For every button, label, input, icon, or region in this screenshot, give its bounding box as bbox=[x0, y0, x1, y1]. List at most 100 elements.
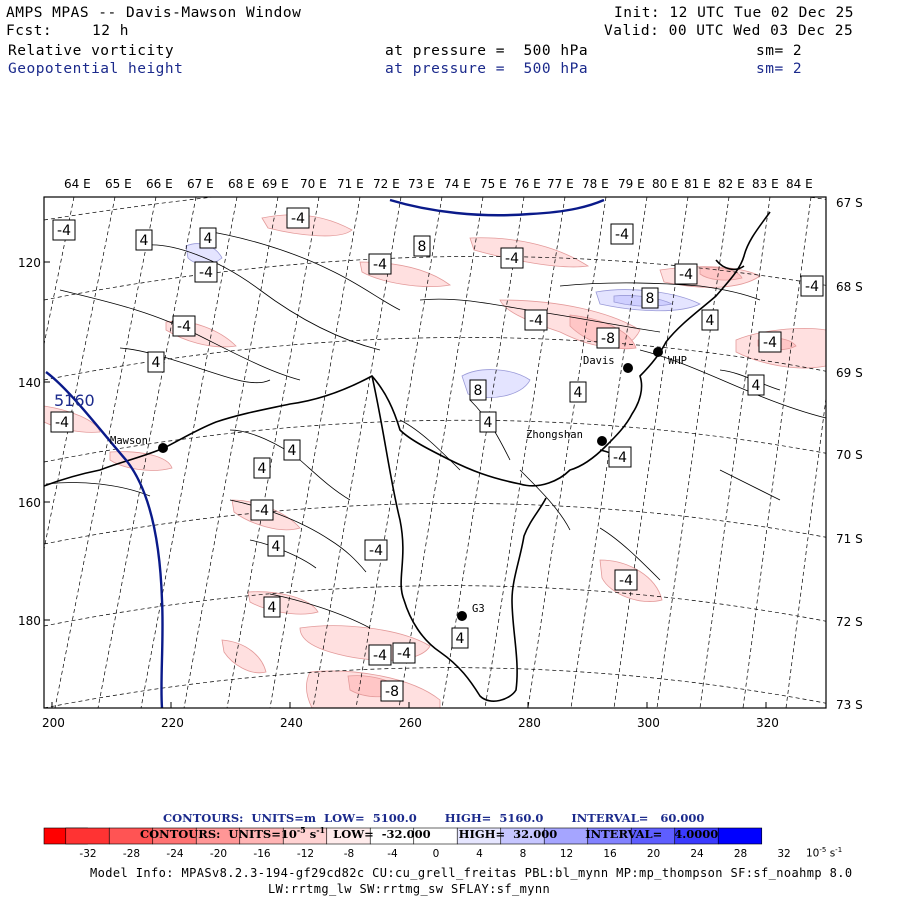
vorticity-label-text: -4 bbox=[763, 335, 777, 351]
colorbar-tick-label: -12 bbox=[297, 848, 314, 860]
vorticity-label: -4 bbox=[610, 223, 634, 245]
field-2-pressure: at pressure = 500 hPa bbox=[385, 61, 589, 77]
longitude-label: 73 E bbox=[408, 177, 435, 191]
y-grid-label: 140 bbox=[18, 376, 41, 390]
longitude-label: 74 E bbox=[444, 177, 471, 191]
height-contour-label: 5160 bbox=[54, 391, 95, 410]
vorticity-contour-info: CONTOURS: UNITS=10-5 s-1 LOW= -32.000 HI… bbox=[132, 811, 718, 841]
vorticity-label-text: -4 bbox=[255, 503, 269, 519]
contour-low: LOW= 5100.0 bbox=[324, 811, 417, 825]
vorticity-label: -4 bbox=[364, 539, 388, 561]
contour-units-s-exponent: -1 bbox=[316, 825, 326, 835]
contour-high: HIGH= 32.000 bbox=[458, 826, 558, 841]
y-grid-label: 160 bbox=[18, 496, 41, 510]
vorticity-label: -4 bbox=[608, 446, 632, 468]
longitude-label: 78 E bbox=[582, 177, 609, 191]
vorticity-label: -4 bbox=[172, 315, 196, 337]
latitude-label: 73 S bbox=[836, 698, 863, 712]
colorbar-tick-label: 12 bbox=[560, 848, 573, 860]
vorticity-label: 8 bbox=[641, 287, 659, 309]
longitude-label: 81 E bbox=[684, 177, 711, 191]
vorticity-label: -4 bbox=[800, 275, 824, 297]
vorticity-label: -4 bbox=[194, 261, 218, 283]
vorticity-label-text: 4 bbox=[752, 378, 761, 394]
field-2-name: Geopotential height bbox=[8, 61, 184, 77]
longitude-label: 77 E bbox=[547, 177, 574, 191]
init-time: Init: 12 UTC Tue 02 Dec 25 bbox=[614, 5, 854, 21]
station-whp[interactable]: WHP bbox=[653, 347, 687, 367]
vorticity-label: -4 bbox=[392, 642, 416, 664]
positive-vorticity-shading bbox=[185, 243, 701, 398]
vorticity-label: 4 bbox=[283, 439, 301, 461]
x-grid-label: 200 bbox=[42, 716, 65, 730]
valid-time: Valid: 00 UTC Wed 03 Dec 25 bbox=[604, 23, 854, 39]
vorticity-label-text: 8 bbox=[646, 291, 655, 307]
station-mawson[interactable]: Mawson bbox=[110, 435, 168, 453]
colorbar-tick-label: 28 bbox=[734, 848, 747, 860]
vorticity-label-text: -4 bbox=[373, 257, 387, 273]
vorticity-label: 8 bbox=[413, 235, 431, 257]
x-grid-label: 260 bbox=[399, 716, 422, 730]
colorbar-unit-exponent: -5 bbox=[819, 846, 827, 854]
longitude-label: 84 E bbox=[786, 177, 813, 191]
vorticity-label: -4 bbox=[524, 309, 548, 331]
vorticity-contour-labels: -44 4-4-48-4-4-4-4 -4-4-448-84-44 484-444-4… bbox=[50, 207, 824, 702]
colorbar-unit: 10-5 s-1 bbox=[806, 846, 842, 860]
model-info-line-2: LW:rrtmg_lw SW:rrtmg_sw SFLAY:sf_mynn bbox=[268, 882, 551, 896]
station-label: G3 bbox=[472, 603, 485, 615]
x-grid-label: 240 bbox=[280, 716, 303, 730]
contour-high: HIGH= 5160.0 bbox=[444, 811, 544, 825]
vorticity-label-text: -4 bbox=[505, 251, 519, 267]
contour-units: CONTOURS: UNITS=m bbox=[163, 811, 317, 825]
vorticity-label-text: -4 bbox=[615, 227, 629, 243]
longitude-label: 76 E bbox=[514, 177, 541, 191]
vorticity-label: -4 bbox=[286, 207, 310, 229]
station-label: Zhongshan bbox=[526, 429, 583, 441]
vorticity-label-text: -4 bbox=[57, 223, 71, 239]
longitude-label: 80 E bbox=[652, 177, 679, 191]
plot-frame bbox=[43, 196, 827, 709]
x-grid-label: 320 bbox=[756, 716, 779, 730]
vorticity-label-text: -4 bbox=[805, 279, 819, 295]
vorticity-label: -4 bbox=[368, 644, 392, 666]
vorticity-label-text: 4 bbox=[152, 355, 161, 371]
latitude-label: 72 S bbox=[836, 615, 863, 629]
vorticity-label: 4 bbox=[135, 229, 153, 251]
station-g3[interactable]: G3 bbox=[457, 603, 485, 621]
colorbar: -32 -28 -24 -20 -16 -12 -8 -4 0 4 8 12 16 20 24 28 32 bbox=[43, 827, 791, 860]
longitude-label: 70 E bbox=[300, 177, 327, 191]
latitude-label: 67 S bbox=[836, 196, 863, 210]
station-davis[interactable]: Davis bbox=[583, 355, 633, 373]
colorbar-unit-s: s bbox=[826, 847, 836, 860]
x-grid-label: 280 bbox=[518, 716, 541, 730]
colorbar-tick-label: 32 bbox=[777, 848, 790, 860]
contour-units: CONTOURS: UNITS=10 bbox=[140, 826, 297, 841]
field-1-smoothing: sm= 2 bbox=[756, 43, 803, 59]
vorticity-label: -4 bbox=[674, 263, 698, 285]
vorticity-label-text: 4 bbox=[258, 461, 267, 477]
colorbar-tick-label: 20 bbox=[647, 848, 660, 860]
latitude-label: 71 S bbox=[836, 532, 863, 546]
field-1-name: Relative vorticity bbox=[8, 43, 175, 59]
axis-ticks bbox=[44, 261, 767, 708]
longitude-label: 67 E bbox=[187, 177, 214, 191]
colorbar-tick-label: 16 bbox=[603, 848, 617, 860]
longitude-label: 64 E bbox=[64, 177, 91, 191]
colorbar-tick-label: 4 bbox=[476, 848, 483, 860]
forecast-hour: 12 h bbox=[92, 23, 129, 39]
vorticity-label-text: -8 bbox=[385, 684, 399, 700]
map-title: AMPS MPAS -- Davis-Mawson Window bbox=[6, 5, 302, 21]
y-grid-label: 120 bbox=[18, 256, 41, 270]
station-zhongshan[interactable]: Zhongshan bbox=[526, 429, 607, 446]
vorticity-label: 4 bbox=[147, 351, 165, 373]
longitude-label: 66 E bbox=[146, 177, 173, 191]
vorticity-label-text: -4 bbox=[177, 319, 191, 335]
colorbar-swatch bbox=[717, 827, 763, 845]
vorticity-label: -4 bbox=[250, 499, 274, 521]
contour-units-exponent: -5 bbox=[296, 825, 306, 835]
colorbar-tick-label: -4 bbox=[387, 848, 398, 860]
longitude-label: 69 E bbox=[262, 177, 289, 191]
colorbar-tick-label: -8 bbox=[344, 848, 354, 860]
latitude-label: 68 S bbox=[836, 280, 863, 294]
height-contour-info: CONTOURS: UNITS=m LOW= 5100.0 HIGH= 5160… bbox=[155, 797, 704, 825]
